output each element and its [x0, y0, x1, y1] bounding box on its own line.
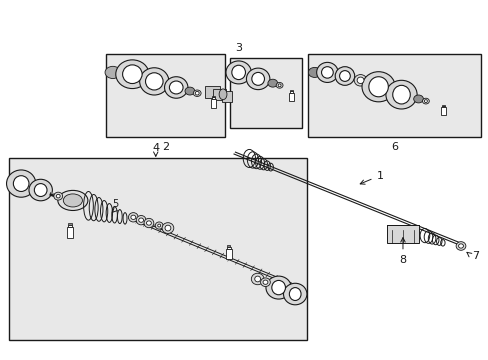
Ellipse shape	[263, 280, 267, 284]
Ellipse shape	[251, 72, 264, 85]
Ellipse shape	[225, 61, 251, 84]
Ellipse shape	[231, 65, 245, 80]
Text: 4: 4	[152, 143, 159, 153]
Ellipse shape	[184, 87, 194, 95]
Ellipse shape	[385, 80, 416, 109]
Ellipse shape	[424, 100, 427, 103]
Ellipse shape	[353, 75, 366, 86]
Ellipse shape	[321, 67, 332, 78]
Bar	[68, 225, 72, 227]
Ellipse shape	[58, 190, 88, 211]
Ellipse shape	[289, 288, 301, 301]
Ellipse shape	[105, 66, 121, 78]
Bar	[229, 58, 302, 128]
Bar	[227, 247, 230, 249]
Bar	[440, 107, 445, 116]
Text: 1: 1	[376, 171, 384, 181]
Ellipse shape	[13, 176, 29, 192]
Text: 7: 7	[471, 251, 478, 261]
Ellipse shape	[164, 77, 187, 98]
Bar	[307, 54, 480, 137]
Bar	[211, 96, 214, 97]
Bar	[222, 91, 231, 102]
Ellipse shape	[195, 91, 199, 95]
Ellipse shape	[392, 85, 409, 104]
Bar	[441, 106, 444, 107]
Ellipse shape	[276, 82, 283, 88]
Ellipse shape	[144, 219, 154, 228]
Bar	[105, 54, 224, 137]
Ellipse shape	[162, 223, 173, 233]
Bar	[227, 245, 230, 247]
Bar	[213, 89, 225, 100]
Ellipse shape	[413, 95, 423, 103]
Ellipse shape	[146, 221, 151, 225]
Ellipse shape	[128, 213, 138, 222]
Bar	[441, 105, 444, 106]
Ellipse shape	[63, 194, 82, 207]
Bar	[225, 249, 231, 259]
Ellipse shape	[29, 179, 52, 201]
Bar	[68, 223, 71, 225]
Ellipse shape	[316, 62, 337, 82]
Ellipse shape	[193, 90, 201, 96]
Bar	[9, 158, 306, 339]
Text: 6: 6	[390, 142, 397, 152]
Bar	[204, 86, 220, 98]
Ellipse shape	[267, 79, 277, 87]
Ellipse shape	[458, 244, 463, 248]
Ellipse shape	[136, 216, 146, 225]
Ellipse shape	[308, 67, 321, 77]
Text: 2: 2	[162, 142, 169, 152]
Ellipse shape	[158, 224, 160, 227]
Bar	[211, 97, 214, 99]
Ellipse shape	[361, 72, 394, 102]
Bar	[288, 93, 293, 101]
Ellipse shape	[246, 68, 269, 90]
Ellipse shape	[164, 225, 170, 231]
Ellipse shape	[169, 81, 183, 94]
Ellipse shape	[251, 273, 264, 285]
Bar	[67, 227, 73, 238]
Ellipse shape	[422, 98, 428, 104]
Ellipse shape	[356, 77, 363, 84]
Ellipse shape	[283, 283, 306, 305]
Text: 3: 3	[234, 43, 241, 53]
Ellipse shape	[145, 73, 163, 90]
Ellipse shape	[155, 222, 163, 229]
Bar	[386, 225, 418, 243]
Ellipse shape	[254, 276, 260, 282]
Ellipse shape	[116, 60, 149, 89]
Ellipse shape	[455, 242, 465, 250]
Ellipse shape	[122, 65, 142, 84]
Ellipse shape	[34, 184, 47, 197]
Ellipse shape	[278, 84, 281, 87]
Ellipse shape	[54, 192, 62, 200]
Ellipse shape	[131, 215, 136, 220]
Ellipse shape	[139, 218, 143, 222]
Ellipse shape	[339, 71, 349, 81]
Ellipse shape	[260, 278, 270, 287]
Ellipse shape	[265, 276, 291, 299]
Ellipse shape	[271, 280, 285, 295]
Ellipse shape	[56, 194, 60, 198]
Ellipse shape	[219, 89, 226, 100]
Ellipse shape	[368, 77, 387, 97]
Bar	[210, 99, 216, 108]
Bar	[289, 90, 292, 91]
Ellipse shape	[334, 67, 354, 85]
Bar	[289, 91, 292, 93]
Text: 8: 8	[399, 255, 406, 265]
Text: 5: 5	[112, 199, 118, 209]
Ellipse shape	[140, 68, 168, 95]
Ellipse shape	[6, 170, 36, 197]
